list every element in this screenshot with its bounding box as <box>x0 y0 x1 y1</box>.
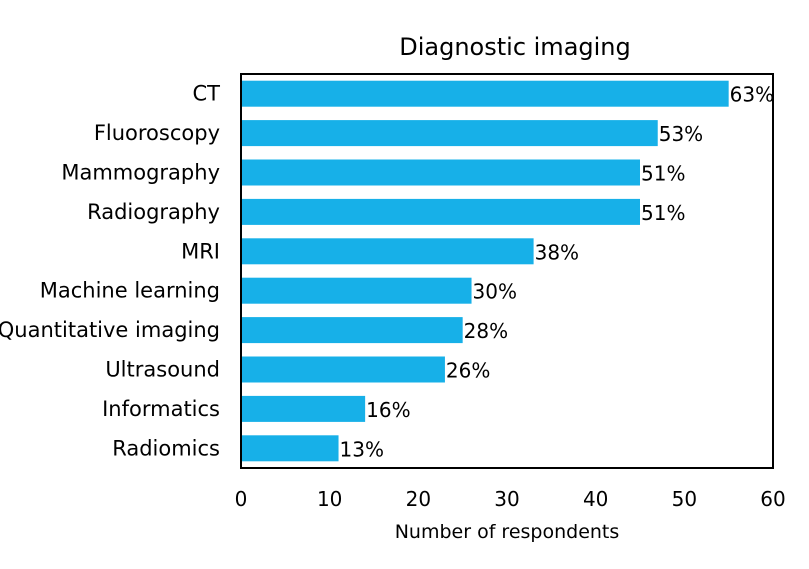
category-labels: CT Fluoroscopy Mammography Radiography MRI Ma… <box>0 82 220 461</box>
x-tick-label: 40 <box>583 487 608 511</box>
category-label: Machine learning <box>40 279 220 303</box>
bar <box>242 238 534 265</box>
category-label: Ultrasound <box>105 358 220 382</box>
x-tick-label: 0 <box>235 487 248 511</box>
bar <box>242 277 472 304</box>
data-label: 26% <box>446 359 490 383</box>
bar <box>242 395 366 422</box>
category-label: Radiography <box>87 200 220 224</box>
category-label: Mammography <box>61 161 220 185</box>
data-label: 13% <box>340 437 384 461</box>
category-label: Fluoroscopy <box>94 121 220 145</box>
x-axis-title: Number of respondents <box>395 521 620 543</box>
data-label: 38% <box>535 240 579 264</box>
data-label: 63% <box>730 83 774 107</box>
x-tick-labels: 0 10 20 30 40 50 60 <box>235 487 786 511</box>
x-tick-label: 20 <box>406 487 431 511</box>
data-label: 28% <box>464 319 508 343</box>
bars-layer <box>242 80 729 462</box>
category-label: CT <box>193 82 221 106</box>
category-label: Informatics <box>102 397 220 421</box>
plot-frame <box>240 73 774 469</box>
data-label: 51% <box>641 162 685 186</box>
x-tick-label: 10 <box>317 487 342 511</box>
bar <box>242 435 339 462</box>
data-label: 30% <box>473 280 517 304</box>
bar <box>242 159 640 186</box>
bar <box>242 80 729 107</box>
data-label: 51% <box>641 201 685 225</box>
category-label: Quantitative imaging <box>0 318 220 342</box>
category-label: Radiomics <box>112 436 220 460</box>
x-tick-label: 50 <box>672 487 697 511</box>
data-labels: 63% 53% 51% 51% 38% 30% 28% 26% 16% 13% <box>340 83 775 462</box>
chart-title: Diagnostic imaging <box>399 33 631 61</box>
category-label: MRI <box>181 239 220 263</box>
bar <box>242 356 445 383</box>
bar <box>242 120 658 147</box>
x-tick-label: 60 <box>760 487 785 511</box>
x-tick-label: 30 <box>494 487 519 511</box>
data-label: 16% <box>366 398 410 422</box>
bar <box>242 317 463 344</box>
data-label: 53% <box>659 122 703 146</box>
bar <box>242 198 640 225</box>
